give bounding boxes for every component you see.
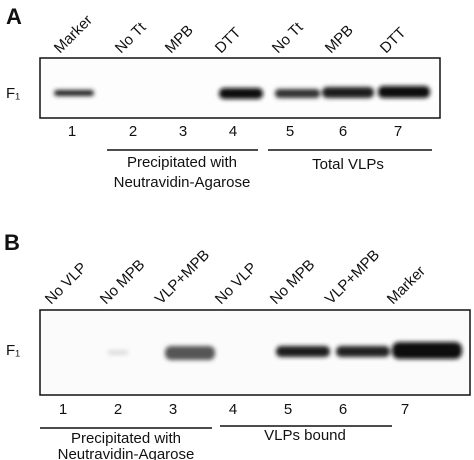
lane-number: 7 — [394, 123, 402, 140]
band — [165, 346, 215, 360]
lane-label: No VLP — [42, 259, 91, 308]
band — [54, 90, 94, 96]
band-label: F₁ — [6, 342, 20, 359]
panel-letter: A — [6, 4, 22, 29]
bands-a — [54, 86, 430, 99]
band — [336, 346, 390, 357]
group-label: Total VLPs — [312, 156, 384, 173]
lane-number: 2 — [114, 401, 122, 418]
lane-number: 4 — [229, 401, 237, 418]
lane-label: No VLP — [212, 259, 261, 308]
lane-number: 5 — [284, 401, 292, 418]
lane-number: 4 — [229, 123, 237, 140]
band — [378, 86, 430, 98]
lane-number: 7 — [401, 401, 409, 418]
lane-number: 1 — [68, 123, 76, 140]
lane-label: No Tt — [112, 18, 150, 56]
lane-label: VLP+MPB — [322, 247, 383, 308]
group-label: Neutravidin-Agarose — [58, 446, 195, 460]
lane-label: Marker — [51, 12, 96, 57]
band — [108, 350, 128, 355]
band-label: F₁ — [6, 85, 20, 102]
lane-number: 6 — [339, 401, 347, 418]
band — [276, 346, 330, 357]
group-label: Precipitated with — [71, 430, 181, 447]
lane-number: 3 — [169, 401, 177, 418]
band — [322, 87, 374, 98]
lane-number: 1 — [59, 401, 67, 418]
lane-label: No Tt — [269, 18, 307, 56]
band — [219, 88, 263, 99]
lane-label: DTT — [377, 24, 410, 57]
group-label: Precipitated with — [127, 154, 237, 171]
bands-b — [108, 342, 462, 360]
lane-label: Marker — [384, 263, 429, 308]
lane-label: DTT — [212, 24, 245, 57]
lane-label: No MPB — [267, 256, 319, 308]
band — [392, 342, 462, 359]
lane-label: VLP+MPB — [152, 247, 213, 308]
lane-number: 2 — [129, 123, 137, 140]
lane-number: 3 — [179, 123, 187, 140]
lane-number: 6 — [339, 123, 347, 140]
lane-number: 5 — [286, 123, 294, 140]
band — [275, 89, 320, 98]
group-label: VLPs bound — [264, 427, 346, 444]
lane-label: MPB — [162, 22, 197, 57]
lane-label: No MPB — [97, 256, 149, 308]
lane-label: MPB — [322, 22, 357, 57]
panel-letter: B — [4, 230, 20, 255]
group-label: Neutravidin-Agarose — [114, 174, 251, 191]
